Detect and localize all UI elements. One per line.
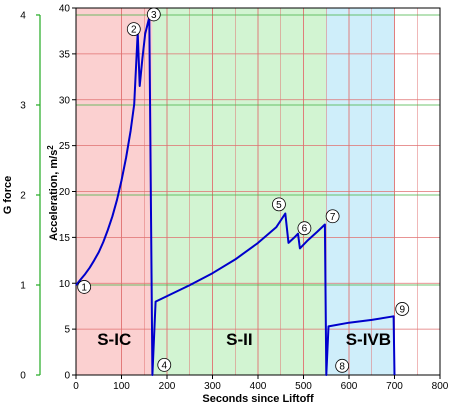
x-tick-label: 400 <box>250 381 267 392</box>
event-marker-label-7: 7 <box>330 212 336 223</box>
stage-label-2: S-IVB <box>346 330 391 349</box>
event-marker-label-4: 4 <box>161 360 167 371</box>
event-marker-label-6: 6 <box>302 224 308 235</box>
event-marker-8 <box>335 358 350 373</box>
x-tick-label: 600 <box>341 381 358 392</box>
x-axis-title: Seconds since Liftoff <box>202 393 314 405</box>
y-axis-title: Acceleration, m/s2 <box>46 145 60 241</box>
event-marker-7 <box>325 209 340 224</box>
y-axis-title-superscript: 2 <box>46 145 55 150</box>
event-marker-5 <box>272 197 286 212</box>
stage-label-1: S-II <box>226 330 252 349</box>
g-tick-label: 0 <box>20 371 26 382</box>
x-tick-label: 500 <box>295 381 312 392</box>
g-tick-label: 2 <box>20 190 26 201</box>
y-tick-label: 40 <box>59 4 71 15</box>
y-tick-label: 0 <box>64 371 70 382</box>
g-force-axis-title: G force <box>2 176 14 215</box>
x-tick-label: 100 <box>113 381 130 392</box>
x-tick-label: 700 <box>386 381 403 392</box>
y-tick-label: 10 <box>59 279 71 290</box>
g-tick-label: 1 <box>20 280 26 291</box>
y-tick-label: 15 <box>59 233 71 244</box>
y-tick-label: 20 <box>59 187 71 198</box>
event-marker-label-8: 8 <box>339 361 345 372</box>
event-marker-label-5: 5 <box>276 200 282 211</box>
event-marker-label-2: 2 <box>131 25 137 36</box>
x-tick-label: 200 <box>159 381 176 392</box>
x-tick-label: 0 <box>73 381 79 392</box>
g-tick-label: 4 <box>20 10 26 21</box>
y-tick-label: 30 <box>59 95 71 106</box>
event-marker-1 <box>77 280 92 294</box>
event-marker-9 <box>395 302 410 316</box>
grid-layer <box>76 8 440 375</box>
event-marker-3 <box>146 7 161 22</box>
axes-layer: 0 100 200 300 400 500 600 700 800051015202530354… <box>20 4 449 393</box>
x-tick-label: 300 <box>204 381 221 392</box>
event-marker-label-9: 9 <box>399 304 405 315</box>
event-marker-label-1: 1 <box>81 282 87 293</box>
y-tick-label: 25 <box>59 141 71 152</box>
event-marker-2 <box>126 22 141 37</box>
annotation-layer: S-IC S-II S-IVB 1 2 3 4 5 6 7 8 9 <box>77 7 410 373</box>
y-tick-label: 5 <box>64 325 70 336</box>
event-marker-label-3: 3 <box>151 10 157 21</box>
g-tick-label: 3 <box>20 100 26 111</box>
x-tick-label: 800 <box>432 381 449 392</box>
y-axis-title-text: Acceleration, m/s <box>48 150 60 241</box>
y-tick-label: 35 <box>59 49 71 60</box>
data-line-layer <box>75 16 396 376</box>
acceleration-line-0 <box>75 16 396 376</box>
event-marker-4 <box>157 358 172 372</box>
stage-label-0: S-IC <box>97 330 131 349</box>
event-marker-6 <box>297 221 312 236</box>
